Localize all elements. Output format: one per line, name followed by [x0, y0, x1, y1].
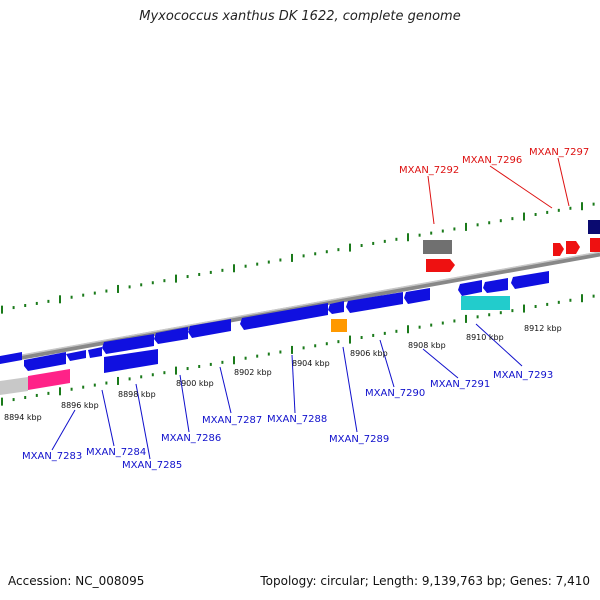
gene-feature-block-red[interactable]	[426, 259, 455, 272]
gene-feature-block[interactable]	[188, 319, 231, 338]
accession-label: Accession: NC_008095	[8, 574, 145, 588]
scale-label: 8912 kbp	[524, 324, 562, 333]
gene-label[interactable]: MXAN_7287	[202, 415, 262, 426]
gene-label[interactable]: MXAN_7290	[365, 388, 425, 399]
gene-feature-block[interactable]	[240, 303, 328, 330]
scale-labels: 8894 kbp 8896 kbp 8898 kbp 8900 kbp 8902…	[4, 324, 562, 422]
gene-label[interactable]: MXAN_7293	[493, 370, 553, 381]
gene-label[interactable]: MXAN_7292	[399, 165, 459, 176]
gene-label[interactable]: MXAN_7289	[329, 434, 389, 445]
scale-label: 8896 kbp	[61, 401, 99, 410]
gene-labels: MXAN_7283 MXAN_7284 MXAN_7285 MXAN_7286 …	[22, 147, 589, 471]
scale-label: 8900 kbp	[176, 379, 214, 388]
gene-callout-lines	[51, 157, 570, 460]
gene-feature-block[interactable]	[102, 334, 154, 354]
gene-feature-block[interactable]	[346, 292, 403, 313]
gene-feature-block[interactable]	[24, 352, 66, 371]
gene-feature-block[interactable]	[88, 347, 102, 358]
scale-label: 8908 kbp	[408, 341, 446, 350]
genome-summary: Topology: circular; Length: 9,139,763 bp…	[260, 574, 590, 588]
gene-feature-block-navy[interactable]	[588, 220, 600, 234]
gene-label[interactable]: MXAN_7291	[430, 379, 490, 390]
gene-feature-block[interactable]	[66, 350, 86, 361]
gene-feature-block-red[interactable]	[566, 241, 580, 254]
gene-label[interactable]: MXAN_7288	[267, 414, 327, 425]
gene-feature-block[interactable]	[154, 327, 188, 344]
gene-feature-block[interactable]	[104, 349, 158, 373]
gene-label[interactable]: MXAN_7296	[462, 155, 522, 166]
gene-feature-block[interactable]	[483, 278, 508, 293]
gene-label[interactable]: MXAN_7283	[22, 451, 82, 462]
gene-feature-block[interactable]	[0, 352, 22, 364]
genome-backbone	[0, 251, 600, 364]
reverse-strand-genes	[0, 271, 549, 395]
genome-backbone-highlight	[0, 251, 600, 360]
gene-feature-block-orange[interactable]	[331, 319, 347, 332]
gene-label[interactable]: MXAN_7297	[529, 147, 589, 158]
gene-feature-block[interactable]	[511, 271, 549, 289]
genome-title: Myxococcus xanthus DK 1622, complete gen…	[139, 9, 461, 24]
gene-feature-block-red[interactable]	[590, 238, 600, 252]
scale-label: 8902 kbp	[234, 368, 272, 377]
gene-feature-block-gray[interactable]	[423, 240, 452, 254]
gene-feature-block-pink[interactable]	[28, 369, 70, 390]
gene-label[interactable]: MXAN_7285	[122, 460, 182, 471]
scale-label: 8906 kbp	[350, 349, 388, 358]
gene-label[interactable]: MXAN_7284	[86, 447, 146, 458]
scale-label: 8910 kbp	[466, 333, 504, 342]
gene-feature-block[interactable]	[328, 301, 344, 314]
scale-label: 8904 kbp	[292, 359, 330, 368]
forward-strand-genes	[423, 220, 600, 272]
gene-feature-block-cyan[interactable]	[461, 296, 510, 310]
scale-label: 8898 kbp	[118, 390, 156, 399]
gene-feature-block-gray[interactable]	[0, 377, 28, 395]
scale-label: 8894 kbp	[4, 413, 42, 422]
gene-feature-block[interactable]	[458, 280, 482, 296]
scale-ticks	[1, 202, 595, 406]
gene-feature-block[interactable]	[404, 288, 430, 304]
gene-label[interactable]: MXAN_7286	[161, 433, 221, 444]
gene-feature-block-red[interactable]	[553, 243, 564, 256]
